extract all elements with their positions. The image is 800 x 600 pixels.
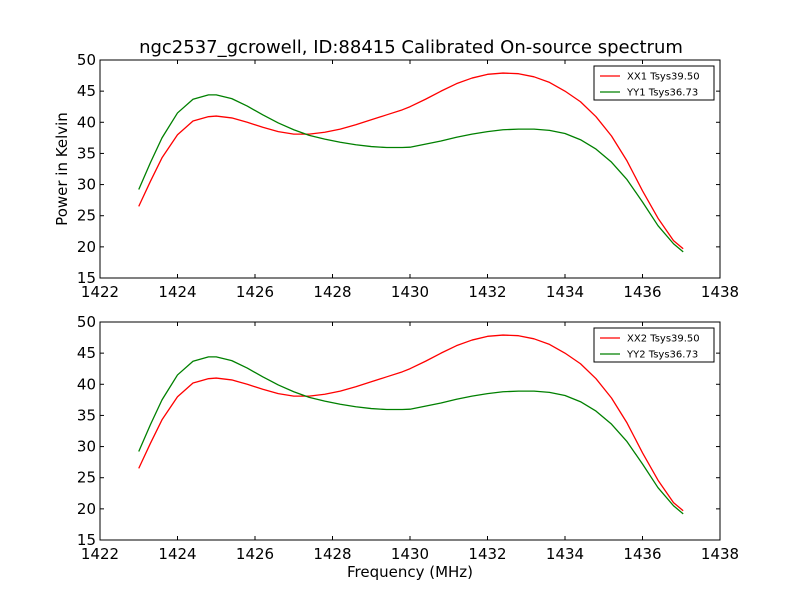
x-tick-label: 1424	[158, 545, 196, 563]
legend-entry: YY2 Tsys36.73	[626, 350, 698, 361]
legend: XX1 Tsys39.50 YY1 Tsys36.73	[593, 65, 715, 101]
x-tick-label: 1430	[391, 283, 429, 301]
series-line-yy	[138, 94, 684, 253]
y-tick-label: 40	[77, 113, 96, 131]
legend-entry: XX1 Tsys39.50	[627, 72, 700, 83]
y-tick-label: 25	[77, 207, 96, 225]
x-tick-label: 1436	[623, 283, 661, 301]
x-tick-label: 1432	[468, 283, 506, 301]
y-tick-label: 25	[77, 469, 96, 487]
legend: XX2 Tsys39.50 YY2 Tsys36.73	[593, 327, 715, 363]
x-tick-label: 1422	[81, 545, 119, 563]
y-tick-label: 20	[77, 238, 96, 256]
y-tick-label: 15	[77, 269, 96, 287]
x-tick-label: 1422	[81, 283, 119, 301]
x-tick-label: 1438	[701, 545, 739, 563]
y-tick-label: 30	[77, 176, 96, 194]
y-tick-label: 15	[77, 531, 96, 549]
plot-area	[138, 72, 684, 253]
y-tick-label: 40	[77, 375, 96, 393]
x-tick-label: 1428	[313, 545, 351, 563]
series-line-yy	[138, 356, 684, 515]
chart-title: ngc2537_gcrowell, ID:88415 Calibrated On…	[139, 37, 683, 58]
y-tick-label: 30	[77, 438, 96, 456]
x-tick-label: 1428	[313, 283, 351, 301]
y-axis-label: Power in Kelvin	[53, 112, 71, 226]
y-tick-label: 20	[77, 500, 96, 518]
x-tick-label: 1432	[468, 545, 506, 563]
y-tick-label: 50	[77, 313, 96, 331]
x-tick-label: 1436	[623, 545, 661, 563]
y-tick-label: 45	[77, 82, 96, 100]
legend-entry: XX2 Tsys39.50	[627, 334, 700, 345]
x-tick-label: 1430	[391, 545, 429, 563]
legend-entry: YY1 Tsys36.73	[626, 88, 698, 99]
x-tick-label: 1434	[546, 283, 584, 301]
x-tick-label: 1426	[236, 545, 274, 563]
subplot-1: 1422 1424 1426 1428 1430 1432 1434 1436 1438 15 20…	[53, 51, 739, 301]
subplot-2: 1422 1424 1426 1428 1430 1432 1434 1436 1438 15 20…	[77, 313, 739, 581]
subplot-panels: 1422 1424 1426 1428 1430 1432 1434 1436 1438 15 20…	[53, 51, 739, 581]
y-tick-label: 50	[77, 51, 96, 69]
legend-box	[593, 65, 715, 101]
x-axis-label: Frequency (MHz)	[347, 563, 473, 581]
y-tick-label: 35	[77, 144, 96, 162]
x-tick-label: 1438	[701, 283, 739, 301]
x-tick-label: 1434	[546, 545, 584, 563]
series-line-xx	[138, 334, 684, 512]
plot-area	[138, 334, 684, 515]
x-tick-label: 1424	[158, 283, 196, 301]
series-line-xx	[138, 72, 684, 250]
y-tick-label: 45	[77, 344, 96, 362]
legend-box	[593, 327, 715, 363]
y-tick-label: 35	[77, 406, 96, 424]
x-tick-label: 1426	[236, 283, 274, 301]
